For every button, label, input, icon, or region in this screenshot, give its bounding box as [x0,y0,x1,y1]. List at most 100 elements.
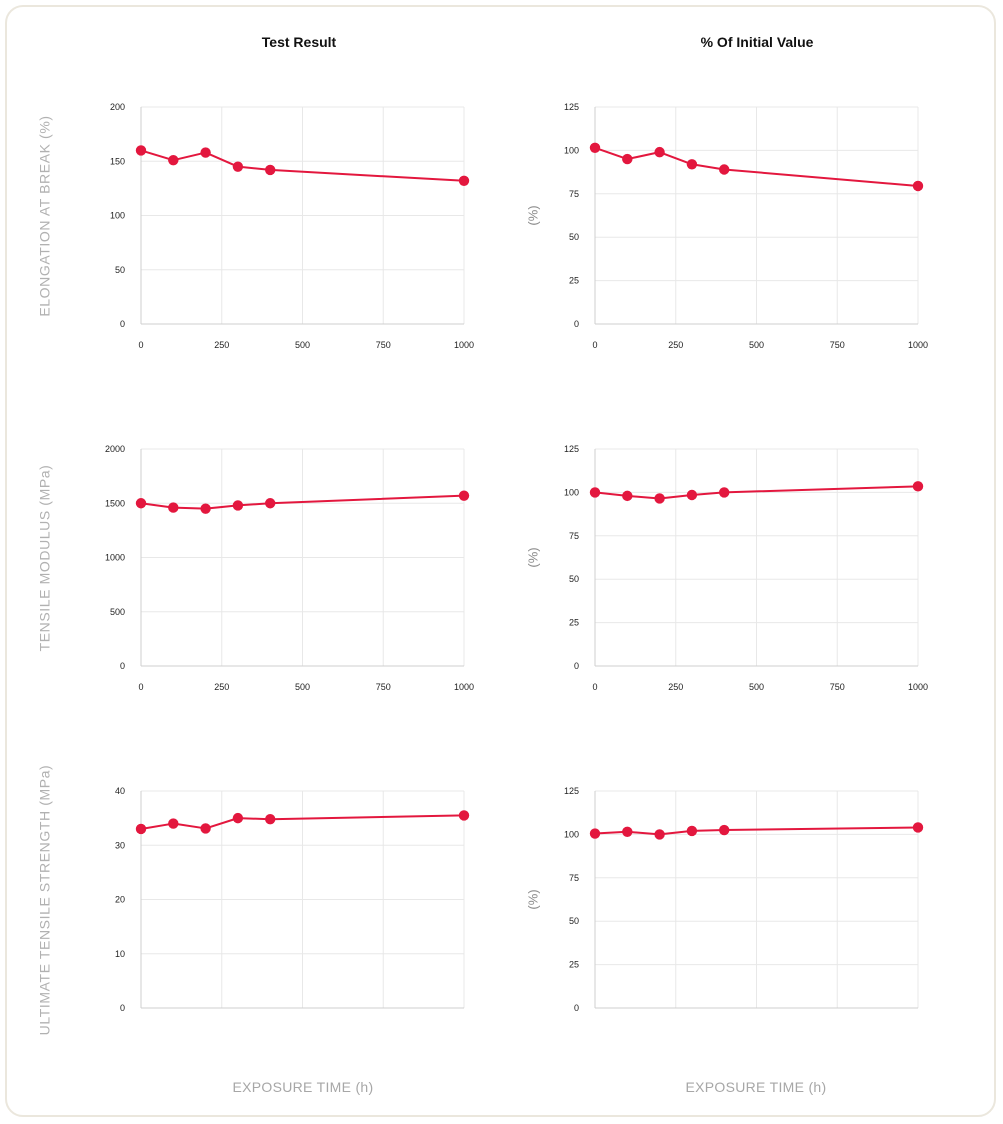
data-point [200,147,211,158]
x-tick-label: 0 [592,682,597,692]
y-tick-label: 0 [120,1003,125,1013]
ylabel-elongation: ELONGATION AT BREAK (%) [36,114,53,317]
data-point [265,164,276,176]
y-tick-label: 20 [115,895,125,905]
y-tick-label: 25 [569,960,579,970]
series-line [140,494,465,510]
data-point [458,490,470,501]
data-point [622,490,633,502]
column-title-percent-initial: % Of Initial Value [700,34,814,50]
series-line [594,826,919,836]
data-point [686,825,698,837]
ylabel-percent-strength: (%) [525,889,541,910]
y-tick-label: 100 [564,487,579,497]
data-point [168,818,179,829]
x-tick-label: 0 [138,340,143,350]
data-point [686,159,698,170]
chart-elongation-percent: 0 25 50 75 100 125 0 250 500 750 1000 [564,102,928,350]
data-point [135,498,147,509]
y-tick-label: 50 [569,916,579,926]
y-tick-label: 100 [564,829,579,839]
y-tick-label: 25 [569,276,579,286]
data-point [458,175,470,186]
data-point [912,481,924,492]
chart-modulus-percent: 0 25 50 75 100 125 0 250 500 750 1000 [564,444,928,692]
y-tick-label: 2000 [105,444,125,454]
x-tick-label: 750 [830,682,845,692]
chart-strength-percent: 0 25 50 75 100 125 [564,786,924,1013]
xlabel-exposure-time-left: EXPOSURE TIME (h) [232,1079,374,1095]
data-point [168,502,179,513]
column-title-test-result: Test Result [261,34,337,50]
data-point [719,824,730,836]
y-tick-label: 0 [574,1003,579,1013]
x-tick-label: 500 [749,340,764,350]
y-tick-label: 125 [564,444,579,454]
y-tick-label: 30 [115,840,125,850]
ylabel-percent-modulus: (%) [525,547,541,568]
data-point [719,487,730,498]
x-tick-label: 250 [214,682,229,692]
y-tick-label: 75 [569,189,579,199]
y-tick-label: 50 [569,574,579,584]
x-tick-label: 1000 [454,340,474,350]
x-tick-label: 750 [376,340,391,350]
y-tick-label: 10 [115,949,125,959]
x-tick-label: 500 [749,682,764,692]
chart-modulus-test-result: 0 500 1000 1500 2000 0 250 500 750 1000 [105,444,474,692]
y-tick-label: 100 [564,145,579,155]
y-tick-label: 1500 [105,498,125,508]
ylabel-percent-elongation: (%) [525,205,541,226]
data-point [232,500,244,511]
data-point [654,493,665,504]
data-point [135,823,147,835]
x-tick-label: 0 [138,682,143,692]
data-point [200,503,211,514]
data-point [589,487,601,498]
data-point [589,828,601,839]
data-point [168,154,179,166]
series-line [594,485,919,500]
xlabel-exposure-time-right: EXPOSURE TIME (h) [685,1079,827,1095]
data-point [686,489,698,501]
y-tick-label: 0 [120,319,125,329]
data-point [458,810,470,821]
x-tick-label: 250 [214,340,229,350]
data-point [719,164,730,175]
y-tick-label: 0 [120,661,125,671]
data-point [589,142,601,153]
chart-elongation-test-result: 0 50 100 150 200 0 250 500 750 1000 [110,102,474,350]
y-tick-label: 125 [564,102,579,112]
series-line [140,149,465,182]
y-tick-label: 50 [115,265,125,275]
data-point [232,812,244,824]
ylabel-tensile-modulus: TENSILE MODULUS (MPa) [35,464,52,651]
x-tick-label: 750 [830,340,845,350]
data-point [912,822,924,833]
chart-strength-test-result: 0 10 20 30 40 [115,786,470,1013]
y-tick-label: 0 [574,661,579,671]
data-point [265,814,276,825]
y-tick-label: 200 [110,102,125,112]
y-tick-label: 75 [569,873,579,883]
y-tick-label: 125 [564,786,579,796]
data-point [265,498,276,509]
data-point [622,153,633,165]
y-tick-label: 40 [115,786,125,796]
y-tick-label: 150 [110,156,125,166]
x-tick-label: 500 [295,682,310,692]
y-tick-label: 100 [110,211,125,221]
x-tick-label: 0 [592,340,597,350]
y-tick-label: 500 [110,607,125,617]
series-line [594,146,919,187]
x-tick-label: 750 [376,682,391,692]
y-tick-label: 50 [569,232,579,242]
x-tick-label: 1000 [908,682,928,692]
data-point [654,829,665,840]
series-line [140,814,465,830]
data-point [912,180,924,192]
x-tick-label: 250 [668,340,683,350]
data-point [135,145,147,156]
data-point [654,146,665,158]
data-point [200,823,211,834]
